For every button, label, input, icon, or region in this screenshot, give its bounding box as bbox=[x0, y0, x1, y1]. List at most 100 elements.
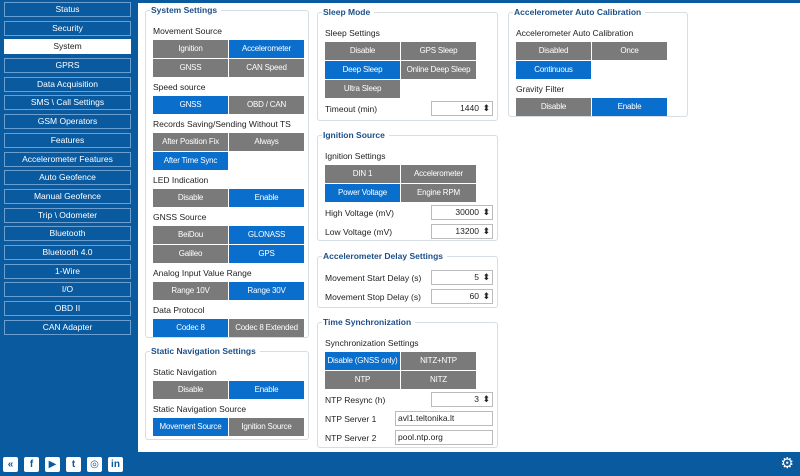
option-button-nitz[interactable]: NITZ bbox=[401, 371, 476, 389]
option-button-beidou[interactable]: BeiDou bbox=[153, 226, 228, 244]
group-title: Static Navigation Settings bbox=[150, 346, 260, 356]
field-label: NTP Server 2 bbox=[325, 432, 377, 443]
option-button-always[interactable]: Always bbox=[229, 133, 304, 151]
option-button-disable-gnss-only-[interactable]: Disable (GNSS only) bbox=[325, 352, 400, 370]
number-spinner[interactable]: 1440 bbox=[431, 101, 493, 116]
sidebar-item-gprs[interactable]: GPRS bbox=[4, 58, 131, 74]
option-group: Disable GPS Sleep Deep Sleep Online Deep Sl… bbox=[325, 42, 477, 98]
facebook-icon[interactable]: f bbox=[24, 457, 39, 472]
option-button-nitz-ntp[interactable]: NITZ+NTP bbox=[401, 352, 476, 370]
number-spinner[interactable]: 30000 bbox=[431, 205, 493, 220]
field-label: GNSS Source bbox=[153, 212, 207, 222]
option-button-codec-8[interactable]: Codec 8 bbox=[153, 319, 228, 337]
field-row: Timeout (min) 1440 bbox=[325, 99, 493, 118]
linkedin-icon[interactable]: in bbox=[108, 457, 123, 472]
option-button-deep-sleep[interactable]: Deep Sleep bbox=[325, 61, 400, 79]
option-button-galileo[interactable]: Galileo bbox=[153, 245, 228, 263]
sidebar-item-i-o[interactable]: I/O bbox=[4, 282, 131, 298]
sidebar-item-auto-geofence[interactable]: Auto Geofence bbox=[4, 170, 131, 186]
option-button-disabled[interactable]: Disabled bbox=[516, 42, 591, 60]
sidebar-item-security[interactable]: Security bbox=[4, 20, 131, 36]
field-label: Movement Stop Delay (s) bbox=[325, 291, 421, 302]
option-button-disable[interactable]: Disable bbox=[153, 381, 228, 399]
number-spinner[interactable]: 5 bbox=[431, 270, 493, 285]
sidebar-item-data-acquisition[interactable]: Data Acquisition bbox=[4, 76, 131, 92]
sidebar-item-1-wire[interactable]: 1-Wire bbox=[4, 263, 131, 279]
group-title: Time Synchronization bbox=[322, 317, 416, 327]
option-button-disable[interactable]: Disable bbox=[325, 42, 400, 60]
option-button-accelerometer[interactable]: Accelerometer bbox=[401, 165, 476, 183]
option-button-accelerometer[interactable]: Accelerometer bbox=[229, 40, 304, 58]
sidebar-item-system[interactable]: System bbox=[4, 39, 131, 55]
option-button-after-position-fix[interactable]: After Position Fix bbox=[153, 133, 228, 151]
option-button-once[interactable]: Once bbox=[592, 42, 667, 60]
sidebar-item-gsm-operators[interactable]: GSM Operators bbox=[4, 114, 131, 130]
youtube-icon[interactable]: ▶ bbox=[45, 457, 60, 472]
option-button-engine-rpm[interactable]: Engine RPM bbox=[401, 184, 476, 202]
option-button-enable[interactable]: Enable bbox=[592, 98, 667, 116]
option-button-ignition-source[interactable]: Ignition Source bbox=[229, 418, 304, 436]
text-input[interactable]: avl1.teltonika.lt bbox=[395, 411, 493, 426]
option-button-ultra-sleep[interactable]: Ultra Sleep bbox=[325, 80, 400, 98]
instagram-icon[interactable]: ◎ bbox=[87, 457, 102, 472]
option-button-ntp[interactable]: NTP bbox=[325, 371, 400, 389]
static-navigation-group: Static Navigation Settings Static Navigat… bbox=[145, 346, 309, 440]
gear-icon[interactable]: ⚙ bbox=[780, 455, 794, 472]
option-button-disable[interactable]: Disable bbox=[516, 98, 591, 116]
option-button-movement-source[interactable]: Movement Source bbox=[153, 418, 228, 436]
group-title: System Settings bbox=[150, 5, 222, 15]
accelerometer-auto-calibration-group: Accelerometer Auto Calibration Accelerome… bbox=[508, 7, 688, 117]
option-button-din-1[interactable]: DIN 1 bbox=[325, 165, 400, 183]
option-group: Codec 8 Codec 8 Extended bbox=[153, 319, 305, 337]
field-label: Analog Input Value Range bbox=[153, 268, 252, 278]
sidebar-item-accelerometer-features[interactable]: Accelerometer Features bbox=[4, 151, 131, 167]
option-button-online-deep-sleep[interactable]: Online Deep Sleep bbox=[401, 61, 476, 79]
option-button-enable[interactable]: Enable bbox=[229, 381, 304, 399]
sidebar-item-sms-call-settings[interactable]: SMS \ Call Settings bbox=[4, 95, 131, 111]
option-button-range-30v[interactable]: Range 30V bbox=[229, 282, 304, 300]
option-button-continuous[interactable]: Continuous bbox=[516, 61, 591, 79]
sidebar-item-bluetooth[interactable]: Bluetooth bbox=[4, 226, 131, 242]
field-label: Sleep Settings bbox=[325, 28, 380, 38]
footer: ⚙ « f ▶ t ◎ in bbox=[0, 452, 800, 476]
sidebar-item-features[interactable]: Features bbox=[4, 132, 131, 148]
sidebar-item-trip-odometer[interactable]: Trip \ Odometer bbox=[4, 207, 131, 223]
option-button-after-time-sync[interactable]: After Time Sync bbox=[153, 152, 228, 170]
option-button-gnss[interactable]: GNSS bbox=[153, 96, 228, 114]
option-button-enable[interactable]: Enable bbox=[229, 189, 304, 207]
option-button-codec-8-extended[interactable]: Codec 8 Extended bbox=[229, 319, 304, 337]
sidebar-item-bluetooth-4-0[interactable]: Bluetooth 4.0 bbox=[4, 244, 131, 260]
group-title: Ignition Source bbox=[322, 130, 389, 140]
option-button-range-10v[interactable]: Range 10V bbox=[153, 282, 228, 300]
option-button-gps-sleep[interactable]: GPS Sleep bbox=[401, 42, 476, 60]
option-button-ignition[interactable]: Ignition bbox=[153, 40, 228, 58]
option-button-disable[interactable]: Disable bbox=[153, 189, 228, 207]
field-row: NTP Server 1 avl1.teltonika.lt bbox=[325, 409, 493, 428]
option-group: GNSS OBD / CAN bbox=[153, 96, 305, 114]
option-button-gps[interactable]: GPS bbox=[229, 245, 304, 263]
number-spinner[interactable]: 13200 bbox=[431, 224, 493, 239]
field-label: Movement Start Delay (s) bbox=[325, 272, 422, 283]
number-spinner[interactable]: 60 bbox=[431, 289, 493, 304]
field-label: LED Indication bbox=[153, 175, 209, 185]
option-button-gnss[interactable]: GNSS bbox=[153, 59, 228, 77]
number-spinner[interactable]: 3 bbox=[431, 392, 493, 407]
sidebar-item-obd-ii[interactable]: OBD II bbox=[4, 301, 131, 316]
sidebar-item-status[interactable]: Status bbox=[4, 2, 131, 17]
field-label: Timeout (min) bbox=[325, 103, 378, 114]
sidebar-item-manual-geofence[interactable]: Manual Geofence bbox=[4, 188, 131, 204]
field-label: Speed source bbox=[153, 82, 206, 92]
field-label: High Voltage (mV) bbox=[325, 207, 394, 218]
option-group: Disabled Once Continuous bbox=[516, 42, 668, 79]
option-button-power-voltage[interactable]: Power Voltage bbox=[325, 184, 400, 202]
text-input[interactable]: pool.ntp.org bbox=[395, 430, 493, 445]
sidebar-item-can-adapter[interactable]: CAN Adapter bbox=[4, 319, 131, 335]
option-button-glonass[interactable]: GLONASS bbox=[229, 226, 304, 244]
back-icon[interactable]: « bbox=[3, 457, 18, 472]
ignition-source-group: Ignition Source Ignition Settings DIN 1 Acc… bbox=[317, 130, 498, 241]
field-label: Synchronization Settings bbox=[325, 338, 419, 348]
option-button-can-speed[interactable]: CAN Speed bbox=[229, 59, 304, 77]
twitter-icon[interactable]: t bbox=[66, 457, 81, 472]
option-button-obd-can[interactable]: OBD / CAN bbox=[229, 96, 304, 114]
time-synchronization-group: Time Synchronization Synchronization Sett… bbox=[317, 317, 498, 448]
